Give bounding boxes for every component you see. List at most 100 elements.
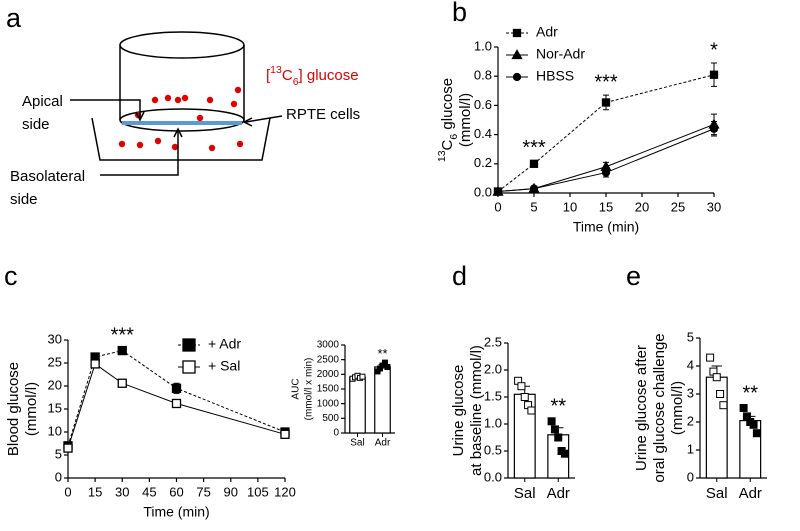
legend-label: HBSS xyxy=(536,68,574,84)
marker xyxy=(90,359,100,369)
y-tick-label: 0 xyxy=(333,428,339,439)
y-axis-label: Urine glucose xyxy=(450,365,467,457)
diagram xyxy=(70,31,283,176)
y-tick-label: 10 xyxy=(48,423,62,438)
marker xyxy=(182,360,196,374)
x-axis-label: Time (min) xyxy=(573,219,639,235)
y-tick-label: 25 xyxy=(48,354,62,369)
marker xyxy=(560,449,569,458)
panel-label: b xyxy=(452,0,467,27)
x-tick-label: Sal xyxy=(514,485,536,502)
text-part: 13 xyxy=(436,150,448,162)
y-axis-label: 13C6 glucose xyxy=(436,78,460,162)
insert-top xyxy=(119,31,245,59)
text-part: C xyxy=(439,139,456,150)
marker xyxy=(512,28,522,38)
y-tick-label: 0.2 xyxy=(474,155,492,170)
x-tick-label: 0 xyxy=(64,484,71,499)
y-tick-label: 1000 xyxy=(317,398,340,409)
y-tick-label: 0.6 xyxy=(474,97,492,112)
y-tick-label: 0.0 xyxy=(484,469,502,484)
marker xyxy=(527,406,536,415)
bar xyxy=(349,376,366,434)
marker xyxy=(529,159,539,168)
x-tick-label: 10 xyxy=(563,199,577,214)
panel-label: e xyxy=(626,261,641,291)
x-tick-label: Adr xyxy=(547,485,570,502)
text-part: 13 xyxy=(270,64,282,76)
y-tick-label: 2.0 xyxy=(484,361,502,376)
marker xyxy=(117,345,127,356)
marker xyxy=(709,124,719,133)
marker xyxy=(280,429,290,439)
y-tick-label: 1 xyxy=(687,441,694,456)
y-tick-label: 0.4 xyxy=(474,126,492,141)
text-part: 6 xyxy=(448,134,460,140)
x-tick-label: 120 xyxy=(274,484,296,499)
y-axis-label: (mmol/l) xyxy=(23,382,40,436)
marker xyxy=(384,364,391,370)
marker xyxy=(601,168,611,177)
arrow xyxy=(100,130,179,176)
legend-label: + Sal xyxy=(208,358,240,374)
y-tick-label: 500 xyxy=(322,413,339,424)
text-part: C xyxy=(282,67,293,84)
marker xyxy=(752,429,761,438)
marker xyxy=(529,184,539,193)
arrowhead xyxy=(135,111,145,122)
x-tick-label: 90 xyxy=(224,484,238,499)
marker xyxy=(712,373,721,382)
marker xyxy=(171,398,182,409)
panel-label: d xyxy=(452,261,467,291)
marker xyxy=(601,98,611,107)
x-tick-label: 45 xyxy=(142,484,156,499)
marker xyxy=(359,373,366,380)
x-tick-label: Adr xyxy=(375,438,391,449)
arrow xyxy=(245,115,283,123)
apical-label: Apical xyxy=(22,93,63,110)
marker xyxy=(520,393,529,401)
y-tick-label: 0 xyxy=(687,469,694,484)
legend-label: + Adr xyxy=(208,336,241,352)
marker xyxy=(171,383,182,393)
glucose-dots xyxy=(118,86,244,152)
arrowhead xyxy=(242,117,253,127)
y-tick-label: 5 xyxy=(55,446,62,461)
x-tick-label: 15 xyxy=(599,199,613,214)
y-axis-label: AUC xyxy=(291,378,302,399)
text-part: 6 xyxy=(293,76,299,88)
y-axis-label: (mmol/l) xyxy=(669,381,686,435)
annotation: *** xyxy=(594,71,618,93)
x-tick-label: 25 xyxy=(671,199,685,214)
y-tick-label: 2000 xyxy=(317,369,340,380)
y-tick-label: 15 xyxy=(48,400,62,415)
arrowhead xyxy=(173,127,183,138)
y-tick-label: 2.5 xyxy=(484,334,502,349)
x-tick-label: 30 xyxy=(707,199,721,214)
series-line xyxy=(497,128,715,193)
y-tick-label: 0.0 xyxy=(474,184,492,199)
y-tick-label: 20 xyxy=(48,377,62,392)
membrane xyxy=(119,108,245,132)
x-tick-label: 15 xyxy=(88,484,102,499)
y-axis-label: oral glucose challenge xyxy=(651,333,668,482)
y-tick-label: 1.5 xyxy=(484,388,502,403)
y-tick-label: 5 xyxy=(687,329,694,344)
marker xyxy=(719,401,728,410)
basolateral-label: side xyxy=(10,191,38,208)
marker xyxy=(182,338,196,352)
annotation: *** xyxy=(111,325,135,347)
marker xyxy=(706,353,715,362)
y-tick-label: 2 xyxy=(687,413,694,428)
annotation: ** xyxy=(742,382,758,404)
x-tick-label: 5 xyxy=(530,199,537,214)
text-part: glucose xyxy=(439,78,456,134)
y-tick-label: 4 xyxy=(687,357,694,372)
marker xyxy=(547,417,556,426)
dish xyxy=(91,117,271,161)
marker xyxy=(517,382,526,391)
x-tick-label: 0 xyxy=(494,199,501,214)
marker xyxy=(550,425,559,434)
x-tick-label: 20 xyxy=(635,199,649,214)
